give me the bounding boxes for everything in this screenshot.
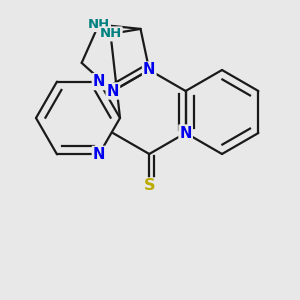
Text: N: N [143, 62, 155, 77]
Text: N: N [179, 125, 192, 140]
Text: NH: NH [99, 27, 122, 40]
Text: N: N [107, 83, 119, 98]
Text: S: S [143, 178, 155, 194]
Text: N: N [93, 147, 105, 162]
Text: N: N [93, 74, 105, 89]
Text: NH: NH [88, 18, 110, 31]
